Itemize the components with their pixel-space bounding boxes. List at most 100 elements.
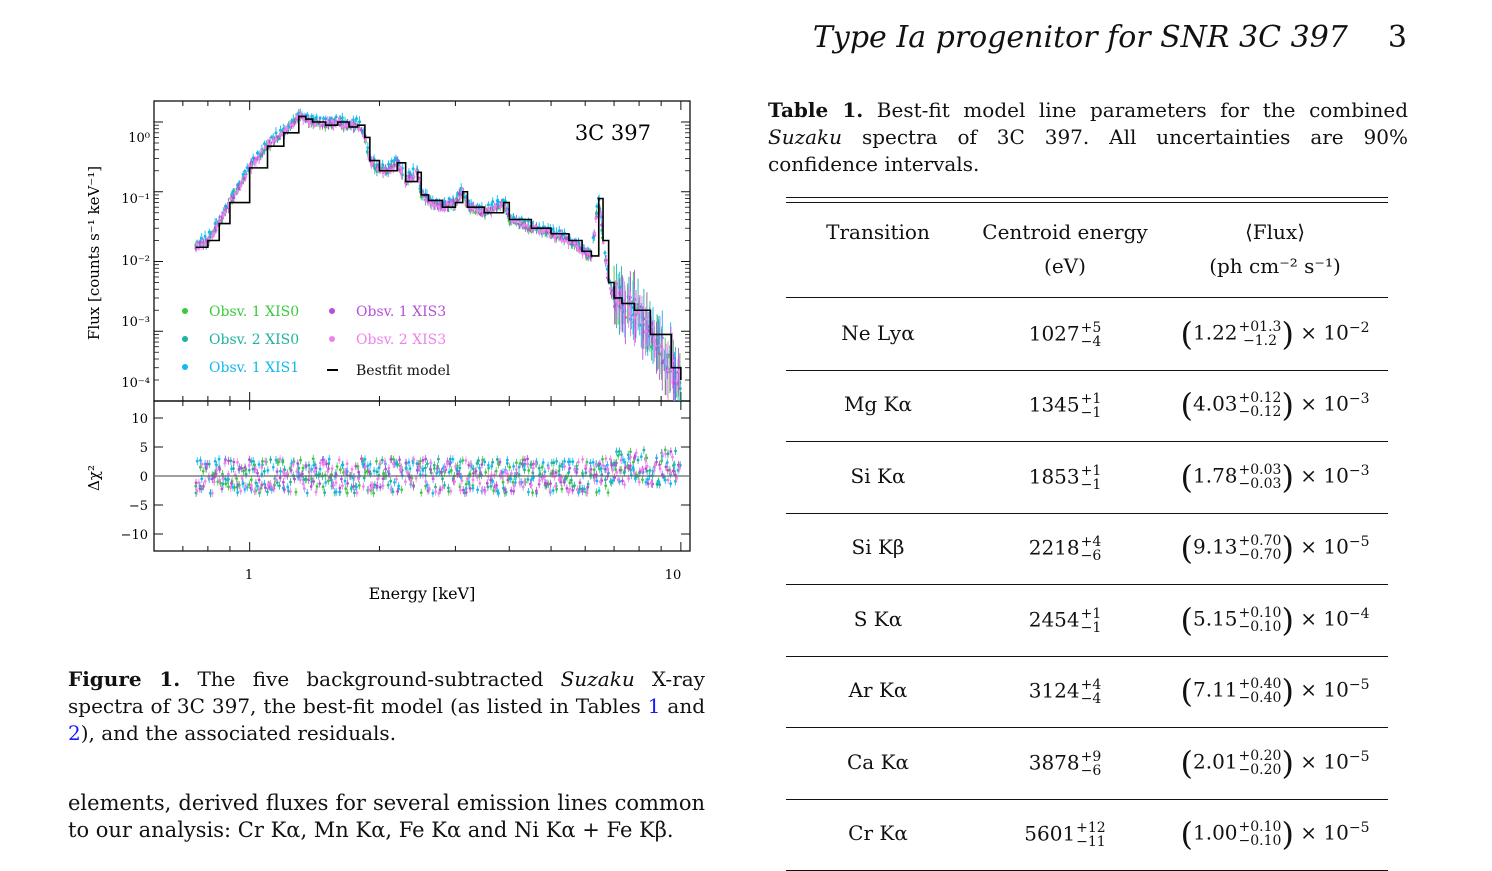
residual-point [565, 487, 569, 490]
residual-point [397, 484, 401, 488]
residual-point [494, 487, 497, 491]
residual-point [421, 469, 425, 473]
data-point [231, 189, 235, 193]
cell-transition: Si Kα [850, 463, 906, 488]
residual-point [236, 491, 239, 494]
residual-ytick-label: 10 [131, 412, 148, 427]
residual-point [526, 457, 530, 461]
legend-marker [182, 336, 188, 342]
residual-point [380, 458, 384, 462]
residual-point [475, 461, 479, 465]
data-point [429, 201, 433, 205]
residual-point [646, 477, 650, 481]
residual-point [384, 467, 388, 471]
data-point [330, 119, 334, 123]
residual-point [243, 466, 247, 469]
residual-point [604, 478, 607, 482]
data-point [645, 317, 649, 321]
table-rule [786, 202, 1388, 204]
table-ref-link[interactable]: 2 [68, 721, 81, 745]
residual-point [318, 482, 322, 486]
residual-point [371, 484, 375, 488]
residual-point [435, 471, 439, 475]
data-point [673, 382, 677, 386]
residual-point [567, 490, 570, 494]
data-point [538, 231, 542, 235]
residual-point [613, 476, 617, 480]
residual-point [304, 464, 308, 467]
residual-point [483, 490, 487, 494]
flux-uncertainty: +0.20 −0.20 [1239, 749, 1282, 777]
data-point [373, 166, 377, 170]
residual-point [660, 459, 663, 463]
residual-point [407, 460, 411, 464]
data-point [526, 227, 530, 231]
data-point [245, 166, 249, 170]
residual-point [529, 483, 533, 487]
upper: +0.10 [1238, 604, 1282, 621]
residual-point [512, 465, 516, 468]
residual-point [629, 455, 632, 459]
model-line-group [195, 115, 682, 381]
residual-point [303, 477, 307, 481]
residual-point [436, 457, 440, 461]
residual-point [297, 466, 301, 470]
residual-point [655, 456, 658, 460]
data-point [547, 229, 551, 233]
residual-point [517, 473, 521, 477]
legend-label: Obsv. 1 XIS1 [209, 360, 299, 376]
data-point [203, 242, 207, 246]
residual-point [213, 459, 217, 463]
residual-point [495, 489, 499, 493]
residual-point [506, 472, 509, 476]
upper: +0.40 [1238, 676, 1282, 693]
data-point [658, 343, 662, 347]
residual-point [627, 466, 631, 470]
data-point [387, 162, 391, 166]
table-rule [786, 798, 1388, 800]
residual-point [534, 462, 537, 466]
residual-point [352, 484, 356, 488]
residual-point [552, 461, 556, 465]
lower: −4 [1080, 333, 1102, 350]
residual-point [404, 461, 408, 465]
cell-flux: (2.01 +0.20 −0.20) × 10−5 [1180, 743, 1370, 782]
residual-point [620, 453, 623, 456]
residual-point [573, 467, 576, 471]
residual-point [387, 472, 391, 476]
data-point [232, 196, 236, 200]
residual-point [218, 467, 222, 471]
residual-point [534, 489, 538, 493]
data-point [195, 243, 199, 247]
residual-point [652, 469, 656, 472]
energy-uncertainty: +1 −1 [1081, 607, 1102, 635]
column-header-flux-unit: (ph cm⁻² s⁻¹) [1209, 254, 1341, 278]
data-point [437, 205, 441, 209]
cell-energy: 5601 +12 −11 [970, 821, 1160, 849]
residual-point [461, 458, 465, 462]
residual-point [200, 462, 204, 466]
residual-point [518, 482, 522, 486]
table-rule [786, 441, 1388, 443]
residual-point [526, 478, 530, 481]
residual-point [576, 460, 580, 464]
data-point [563, 239, 567, 243]
legend-marker [329, 308, 335, 314]
residual-point [307, 463, 311, 467]
data-point [664, 360, 668, 364]
residual-point [240, 477, 244, 480]
residual-point [264, 486, 267, 490]
table-caption: Table 1. Best-fit model line parameters … [768, 97, 1408, 178]
residual-point [381, 484, 385, 488]
residual-point [589, 467, 593, 471]
residual-point [601, 464, 605, 467]
residual-point [615, 470, 619, 474]
energy-uncertainty: +4 −6 [1081, 535, 1102, 563]
table-ref-link[interactable]: 1 [647, 694, 661, 718]
residual-point [497, 491, 500, 495]
legend-label: Obsv. 2 XIS3 [356, 332, 446, 348]
residual-point [531, 491, 534, 494]
residual-point [314, 466, 318, 470]
residual-point [344, 487, 348, 491]
data-point [343, 124, 347, 128]
